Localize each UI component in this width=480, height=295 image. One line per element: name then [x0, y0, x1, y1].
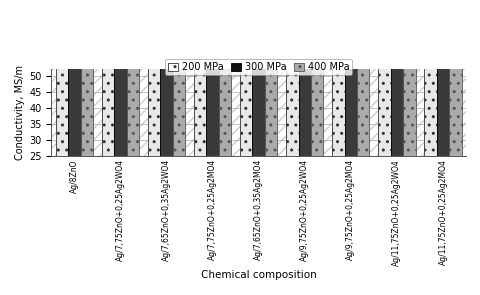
- Bar: [56, 27, 68, 156]
- Bar: [147, 16, 160, 156]
- Bar: [286, 34, 298, 156]
- Bar: [356, 36, 369, 156]
- Bar: [332, 40, 344, 156]
- Bar: [102, 15, 114, 156]
- Bar: [240, 19, 252, 156]
- Bar: [423, 57, 436, 156]
- Bar: [448, 52, 461, 156]
- Bar: [402, 44, 415, 156]
- Bar: [344, 37, 356, 156]
- Bar: [311, 29, 323, 156]
- Bar: [390, 47, 402, 156]
- Bar: [126, 5, 139, 156]
- Bar: [81, 15, 93, 156]
- Bar: [264, 13, 277, 156]
- Bar: [252, 16, 264, 156]
- Bar: [68, 19, 81, 156]
- Bar: [172, 10, 185, 156]
- Bar: [218, 18, 231, 156]
- Bar: [298, 31, 311, 156]
- X-axis label: Chemical composition: Chemical composition: [201, 270, 316, 280]
- Bar: [114, 8, 126, 156]
- Bar: [377, 50, 390, 156]
- Legend: 200 MPa, 300 MPa, 400 MPa: 200 MPa, 300 MPa, 400 MPa: [165, 60, 351, 75]
- Y-axis label: Conductivity, MS/m: Conductivity, MS/m: [15, 65, 25, 160]
- Bar: [206, 21, 218, 156]
- Bar: [160, 13, 172, 156]
- Bar: [193, 24, 206, 156]
- Bar: [436, 53, 448, 156]
